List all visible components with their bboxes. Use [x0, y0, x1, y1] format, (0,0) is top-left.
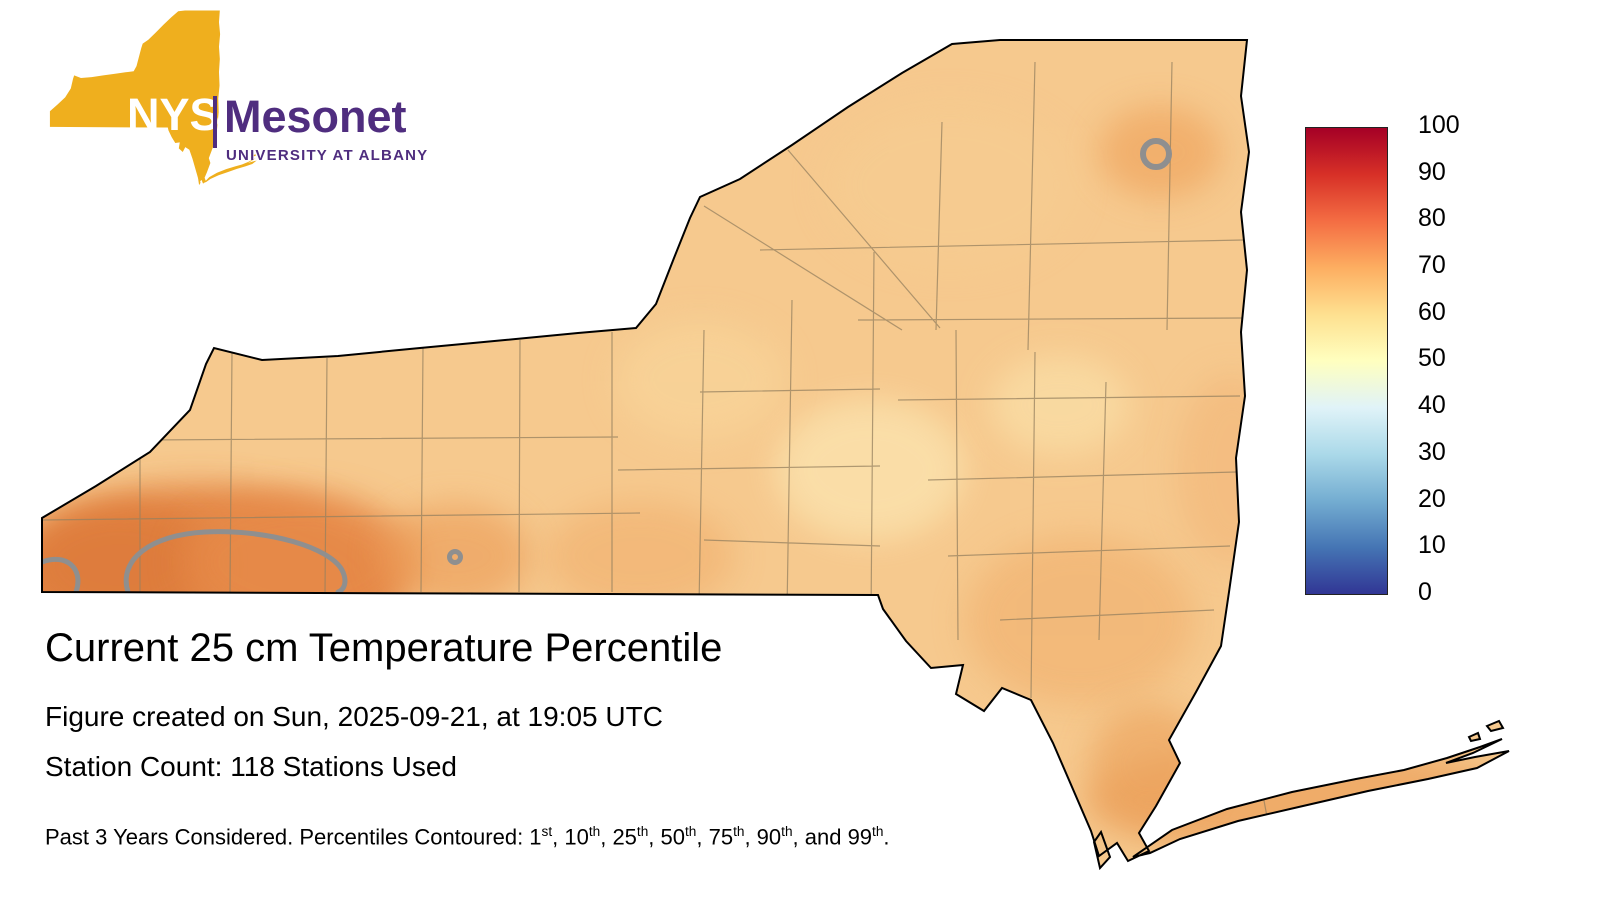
colorbar-tick: 80	[1418, 204, 1446, 233]
logo-divider	[213, 96, 217, 148]
colorbar-tick: 70	[1418, 251, 1446, 280]
footnote-sup: th	[588, 824, 601, 839]
colorbar-tick: 90	[1418, 157, 1446, 186]
footnote-sup: th	[685, 824, 697, 839]
footnote-text: , and 99	[792, 824, 873, 850]
figure-created-text: Figure created on Sun, 2025-09-21, at 19…	[45, 701, 663, 732]
colorbar-tick: 40	[1418, 391, 1446, 420]
colorbar-tick: 100	[1418, 111, 1460, 139]
colorbar-tick: 30	[1418, 437, 1446, 466]
footnote-text: Past 3 Years Considered. Percentiles Con…	[45, 824, 542, 850]
colorbar-tick: 60	[1418, 297, 1446, 326]
footnote: Past 3 Years Considered. Percentiles Con…	[45, 824, 890, 851]
footnote-text: , 90	[744, 824, 782, 850]
logo-acronym: NYS	[127, 89, 220, 140]
footnote-text: , 50	[648, 824, 685, 850]
colorbar-tick: 20	[1418, 484, 1446, 513]
footnote-sup: th	[733, 824, 745, 839]
station-count-text: Station Count: 118 Stations Used	[45, 751, 457, 782]
logo-wordmark: Mesonet	[224, 91, 407, 142]
footnote-sup: st	[541, 824, 553, 839]
footnote-text: , 10	[552, 824, 589, 850]
colorbar-tick: 0	[1418, 577, 1432, 606]
figure-title: Current 25 cm Temperature Percentile	[45, 626, 723, 670]
colorbar-gradient	[1305, 127, 1388, 595]
colorbar-tick: 50	[1418, 344, 1446, 373]
percentile-contour-lines	[42, 138, 1172, 595]
colorbar-tick: 10	[1418, 531, 1446, 560]
county-boundaries	[42, 61, 1269, 823]
nys-mesonet-logo: NYS Mesonet UNIVERSITY AT ALBANY	[0, 0, 460, 210]
footnote-sup: th	[781, 824, 793, 839]
colorbar-tick-labels: 100 90 80 70 60 50 40 30 20 10 0	[1418, 113, 1460, 605]
footnote-text: .	[883, 824, 890, 850]
footnote-sup: th	[872, 824, 884, 839]
footnote-text: , 25	[600, 824, 637, 850]
footnote-text: , 75	[696, 824, 734, 850]
footnote-sup: th	[636, 824, 649, 839]
logo-subtitle: UNIVERSITY AT ALBANY	[226, 147, 429, 164]
